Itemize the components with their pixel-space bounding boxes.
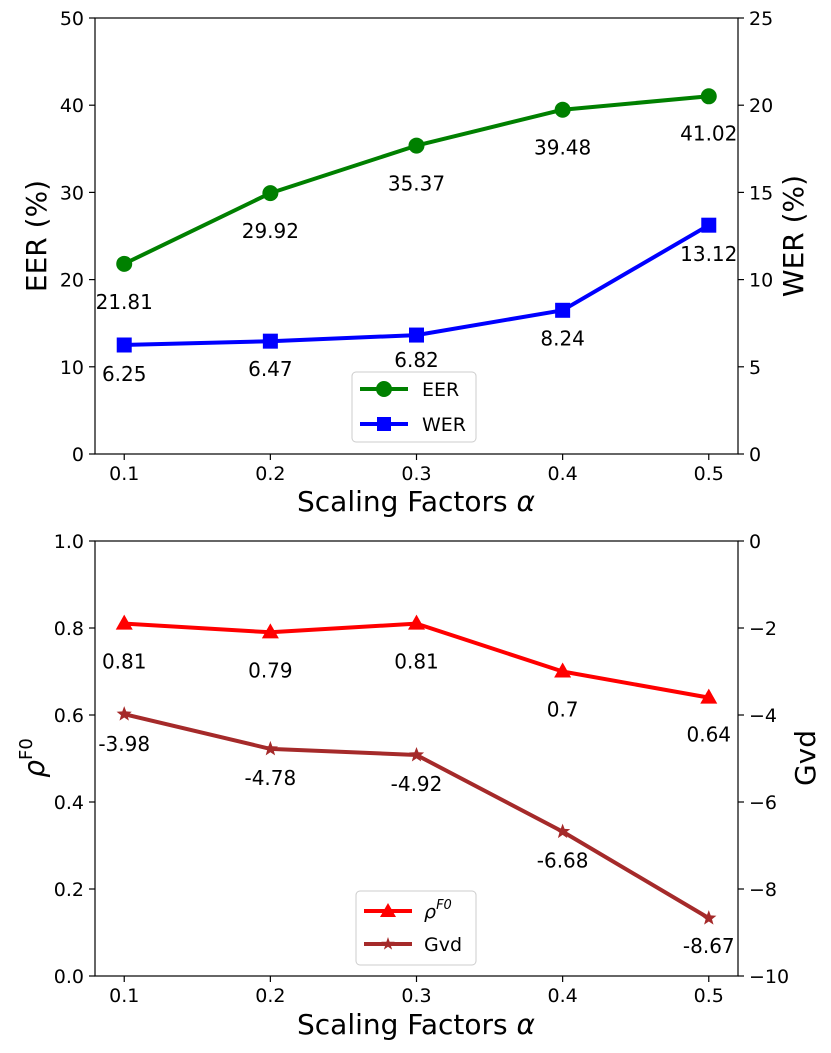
y-tick-label-left: 0.8 — [54, 618, 84, 640]
data-point-eer — [554, 101, 571, 118]
data-label-wer: 6.47 — [248, 357, 293, 381]
legend-rho-label: ρF0 — [424, 898, 452, 923]
legend-wer-label: WER — [422, 414, 466, 436]
data-label--f0: 0.81 — [102, 650, 147, 674]
data-label-eer: 41.02 — [680, 121, 737, 145]
data-point-gvd — [555, 823, 571, 839]
x-axis-title: Scaling Factors α — [297, 1008, 536, 1041]
x-tick-label: 0.2 — [255, 985, 285, 1007]
legend: ρF0 Gvd — [355, 890, 477, 966]
data-label-wer: 6.82 — [394, 348, 439, 372]
data-label-gvd: -4.92 — [391, 772, 443, 796]
data-label-gvd: -8.67 — [683, 934, 735, 958]
x-tick-label: 0.3 — [401, 985, 431, 1007]
data-point--f0 — [408, 614, 425, 630]
data-label-gvd: -4.78 — [244, 766, 296, 790]
data-point--f0 — [554, 662, 572, 678]
y-tick-label-right: 5 — [749, 357, 761, 379]
data-point-eer — [262, 185, 279, 202]
y-axis-title-right: WER (%) — [777, 175, 810, 297]
y-tick-label-left: 0.4 — [54, 792, 84, 814]
data-point-wer — [555, 302, 571, 318]
y-tick-label-right: −10 — [749, 966, 789, 988]
y-tick-label-right: 0 — [749, 531, 761, 553]
x-tick-label: 0.4 — [548, 985, 578, 1007]
data-label-gvd: -6.68 — [537, 849, 589, 873]
data-point--f0 — [261, 623, 279, 639]
y-tick-label-left: 0.6 — [54, 705, 84, 727]
y-tick-label-left: 0.2 — [54, 879, 84, 901]
data-label-eer: 39.48 — [534, 136, 591, 160]
y-tick-label-left: 0 — [72, 444, 84, 466]
data-label-wer: 13.12 — [680, 242, 737, 266]
x-tick-label: 0.5 — [694, 985, 724, 1007]
y-axis-title-left: EER (%) — [20, 180, 53, 292]
data-point-wer — [701, 217, 717, 233]
data-label--f0: 0.79 — [248, 658, 293, 682]
data-point-gvd — [701, 910, 717, 925]
y-tick-label-left: 0.0 — [54, 966, 84, 988]
y-tick-label-left: 50 — [60, 8, 84, 30]
y-tick-label-right: 20 — [749, 95, 773, 117]
y-tick-label-right: −6 — [749, 792, 777, 814]
data-point-gvd — [408, 747, 425, 762]
legend-eer-label: EER — [422, 379, 459, 401]
data-label-eer: 29.92 — [242, 219, 299, 243]
series-line-gvd — [123, 712, 710, 920]
x-tick-label: 0.1 — [109, 985, 139, 1007]
data-point-wer — [262, 333, 278, 349]
data-label-gvd: -3.98 — [98, 732, 150, 756]
y-tick-label-right: 25 — [749, 8, 773, 30]
legend-rho-marker — [380, 903, 396, 917]
legend-gvd-label: Gvd — [424, 934, 462, 956]
y-tick-label-right: −8 — [749, 879, 777, 901]
x-tick-label: 0.2 — [255, 463, 285, 485]
data-point-eer — [700, 88, 717, 105]
y-tick-label-left: 30 — [60, 182, 84, 204]
x-tick-label: 0.4 — [548, 463, 578, 485]
data-point-eer — [408, 137, 425, 154]
data-point-eer — [116, 255, 133, 272]
y-tick-label-left: 40 — [60, 95, 84, 117]
y-axis-title-right: Gvd — [789, 730, 822, 786]
series-line-wer — [124, 223, 710, 347]
y-tick-label-right: 0 — [749, 444, 761, 466]
data-label--f0: 0.81 — [394, 650, 439, 674]
legend: EER WER — [351, 371, 477, 443]
data-label-wer: 6.25 — [102, 362, 147, 386]
legend-wer-marker — [377, 417, 391, 431]
y-axis-title-left: ρF0 — [16, 738, 51, 778]
y-tick-label-right: 10 — [749, 270, 773, 292]
x-axis-title: Scaling Factors α — [297, 485, 536, 518]
legend-gvd-marker — [381, 937, 395, 950]
data-point--f0 — [115, 614, 133, 630]
y-tick-label-left: 10 — [60, 357, 84, 379]
data-point-wer — [409, 327, 424, 343]
data-point--f0 — [700, 688, 718, 704]
data-label--f0: 0.7 — [547, 698, 579, 722]
y-tick-label-right: 15 — [749, 182, 773, 204]
x-tick-label: 0.3 — [401, 463, 431, 485]
chart-f0-gvd: 0.1 0.2 0.3 0.4 0.5 0.0 0.2 0.4 0.6 0.8 1.0 −10 −8 −6… — [16, 531, 822, 1041]
data-label-eer: 21.81 — [96, 290, 153, 314]
x-tick-label: 0.5 — [694, 463, 724, 485]
y-tick-label-right: −4 — [749, 705, 777, 727]
data-point-gvd — [116, 706, 132, 721]
data-label-eer: 35.37 — [388, 172, 445, 196]
data-point-gvd — [262, 740, 278, 756]
data-label-wer: 8.24 — [540, 326, 585, 350]
x-tick-label: 0.1 — [109, 463, 139, 485]
data-point-wer — [116, 337, 132, 353]
y-tick-label-right: −2 — [749, 618, 777, 640]
y-tick-label-left: 20 — [60, 270, 84, 292]
y-tick-label-left: 1.0 — [54, 531, 84, 553]
chart-eer-wer: 0.1 0.2 0.3 0.4 0.5 0 10 20 30 40 50 0 5 10 15 20 25 21.… — [20, 8, 810, 518]
data-label--f0: 0.64 — [687, 723, 732, 747]
legend-eer-marker — [376, 381, 392, 397]
